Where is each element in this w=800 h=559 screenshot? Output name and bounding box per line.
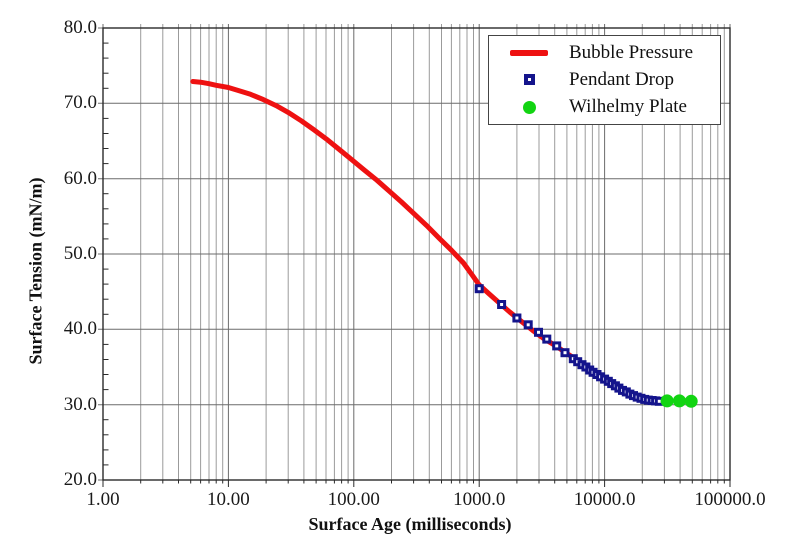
x-axis-title: Surface Age (milliseconds) — [308, 514, 512, 534]
y-tick-label: 20.0 — [63, 469, 97, 490]
legend-label-bubble-pressure: Bubble Pressure — [569, 41, 694, 63]
plot-border — [102, 27, 731, 481]
legend-label-wilhelmy-plate: Wilhelmy Plate — [569, 96, 687, 118]
pendant-drop-points — [474, 284, 664, 406]
x-tick-label: 100000.0 — [694, 489, 766, 510]
y-tick-label: 70.0 — [63, 92, 97, 114]
y-tick-label: 40.0 — [63, 318, 97, 340]
x-tick-label: 1000.0 — [453, 489, 506, 510]
legend-label-pendant-drop: Pendant Drop — [569, 68, 675, 90]
legend-item-pendant-drop: Pendant Drop — [489, 69, 720, 91]
y-tick-label: 80.0 — [63, 17, 97, 38]
legend-item-wilhelmy-plate: Wilhelmy Plate — [489, 96, 720, 118]
wilhelmy-plate-points — [660, 394, 698, 408]
y-tick-label: 30.0 — [63, 393, 97, 415]
bubble-pressure-line-swatch-icon — [510, 49, 548, 56]
bubble-pressure-line — [190, 79, 602, 377]
x-tick-label: 1.00 — [86, 489, 120, 510]
legend-item-bubble-pressure: Bubble Pressure — [489, 42, 720, 64]
x-tick-label: 10.00 — [207, 489, 250, 510]
x-tick-label: 10000.0 — [573, 489, 636, 510]
x-tick-label: 100.00 — [327, 489, 380, 510]
y-axis-minor-ticks — [103, 42, 109, 466]
pendant-drop-square-icon — [523, 74, 535, 86]
wilhelmy-plate-circle-icon — [522, 100, 536, 114]
legend: Bubble Pressure Pendant Drop Wilhelmy Pl… — [488, 35, 721, 125]
y-tick-label: 60.0 — [63, 167, 97, 189]
y-tick-label: 50.0 — [63, 243, 97, 264]
